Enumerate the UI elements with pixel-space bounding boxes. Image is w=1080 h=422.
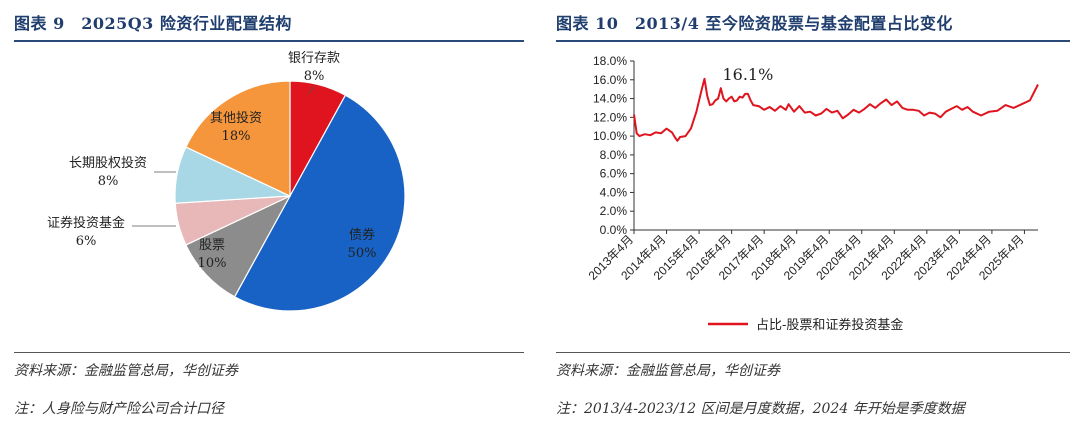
y-tick-label: 0.0%: [600, 223, 628, 237]
title-rule: [556, 40, 1070, 42]
line-source-note: 资料来源：金融监管总局，华创证券: [556, 363, 780, 379]
source-rule: [14, 352, 524, 353]
pie-slice-1: [233, 94, 406, 312]
y-tick-label: 10.0%: [593, 129, 627, 143]
y-tick-label: 16.0%: [593, 73, 627, 87]
pie-slice-label-1: 债券: [349, 227, 375, 243]
peak-annotation: 16.1%: [722, 65, 773, 84]
pie-slice-label-2: 股票: [199, 238, 225, 253]
pie-chart: 银行存款 8% 债券 50% 股票 10% 证券投资基金 6% 长期股权投资 8% 其他投资 18%: [47, 51, 406, 312]
pie-slice-2: [185, 194, 292, 298]
y-tick-label: 8.0%: [600, 148, 628, 162]
y-tick-label: 6.0%: [600, 167, 628, 181]
left-figure-panel: 图表 9 2025Q3 险资行业配置结构 银行存款 8% 债券 50% 股票 10% 证券投…: [14, 0, 524, 422]
pie-slice-label-4: 长期股权投资: [69, 155, 147, 171]
y-tick-label: 2.0%: [600, 204, 628, 218]
source-rule: [556, 352, 1070, 353]
pie-source-note: 资料来源：金融监管总局，华创证券: [14, 363, 238, 379]
pie-slice-pct-5: 18%: [222, 129, 251, 144]
pie-leader-line-0: [308, 85, 315, 95]
pie-slice-label-0: 银行存款: [288, 51, 340, 66]
pie-slice-label-3: 证券投资基金: [47, 215, 125, 231]
line-chart-title: 图表 10 2013/4 至今险资股票与基金配置占比变化: [556, 14, 953, 33]
series-line-0: [633, 77, 1039, 142]
pie-slice-pct-3: 6%: [76, 234, 97, 249]
y-tick-label: 4.0%: [600, 185, 628, 199]
pie-slice-pct-4: 8%: [98, 174, 119, 189]
line-footnote: 注：2013/4-2023/12 区间是月度数据，2024 年开始是季度数据: [556, 401, 965, 417]
y-tick-label: 14.0%: [593, 92, 627, 106]
right-figure-panel: 图表 10 2013/4 至今险资股票与基金配置占比变化 0.0% 2.0% 4.0…: [556, 0, 1070, 422]
line-chart: 0.0% 2.0% 4.0% 6.0% 8.0% 10.0% 12.0% 14.0% 16.0%…: [586, 54, 1039, 333]
y-tick-label: 12.0%: [593, 110, 627, 124]
pie-slice-pct-1: 50%: [348, 246, 377, 261]
pie-slice-pct-0: 8%: [304, 69, 325, 84]
pie-chart-title: 图表 9 2025Q3 险资行业配置结构: [14, 14, 292, 33]
title-rule: [14, 40, 524, 42]
y-tick-label: 18.0%: [593, 54, 627, 68]
pie-slice-label-5: 其他投资: [210, 110, 262, 126]
pie-footnote: 注：人身险与财产险公司合计口径: [14, 401, 224, 417]
legend-label: 占比-股票和证券投资基金: [756, 317, 903, 333]
pie-slice-5: [185, 80, 291, 197]
pie-slice-pct-2: 10%: [198, 256, 227, 271]
